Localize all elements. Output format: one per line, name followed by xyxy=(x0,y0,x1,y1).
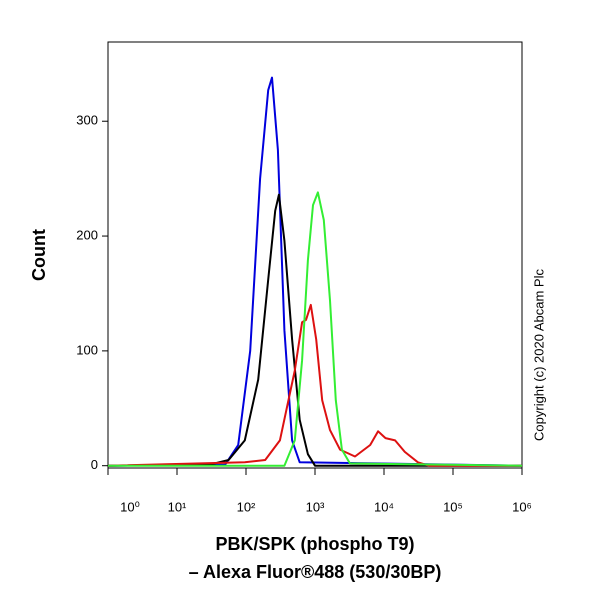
x-tick-label: 10⁶ xyxy=(512,499,532,514)
series-line xyxy=(107,76,523,467)
x-axis-label: – Alexa Fluor®488 (530/30BP) xyxy=(189,562,442,582)
x-tick-label: 10⁰ xyxy=(120,499,140,514)
y-tick-label: 100 xyxy=(76,342,98,357)
x-tick-label: 10⁴ xyxy=(374,499,394,514)
series-line xyxy=(108,191,523,467)
x-tick-label: 10² xyxy=(237,499,256,514)
y-tick-label: 200 xyxy=(76,227,98,242)
x-axis-label: PBK/SPK (phospho T9) xyxy=(216,534,415,554)
x-tick-label: 10³ xyxy=(306,499,325,514)
plot-frame xyxy=(107,41,523,469)
y-axis-label: Count xyxy=(29,229,49,281)
x-tick-label: 10⁵ xyxy=(443,499,463,514)
series-line xyxy=(107,193,522,467)
x-tick-label: 10¹ xyxy=(168,499,187,514)
y-tick-label: 300 xyxy=(76,113,98,128)
series-line xyxy=(107,303,522,467)
copyright: Copyright (c) 2020 Abcam Plc xyxy=(531,269,546,441)
y-tick-label: 0 xyxy=(91,457,98,472)
